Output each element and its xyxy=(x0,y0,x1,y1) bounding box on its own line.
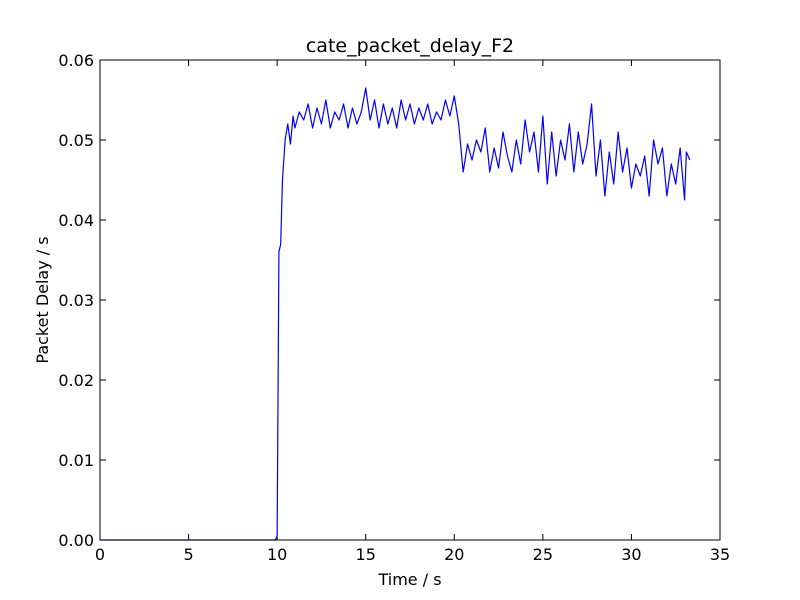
y-tick-label: 0.00 xyxy=(58,531,94,550)
y-tick-label: 0.04 xyxy=(58,211,94,230)
y-axis-label: Packet Delay / s xyxy=(33,236,52,363)
x-tick-label: 15 xyxy=(356,545,376,564)
data-line xyxy=(100,87,691,541)
x-axis-label: Time / s xyxy=(377,570,441,589)
plot-frame xyxy=(99,59,721,541)
y-tick-label: 0.02 xyxy=(58,371,94,390)
chart-title: cate_packet_delay_F2 xyxy=(306,35,514,57)
x-tick-label: 35 xyxy=(710,545,730,564)
x-tick-label: 10 xyxy=(267,545,287,564)
y-tick-label: 0.01 xyxy=(58,451,94,470)
y-tick-label: 0.03 xyxy=(58,291,94,310)
x-tick-label: 20 xyxy=(444,545,464,564)
x-tick-label: 30 xyxy=(621,545,641,564)
y-tick-label: 0.06 xyxy=(58,51,94,70)
x-tick-label: 5 xyxy=(183,545,193,564)
x-tick-label: 0 xyxy=(95,545,105,564)
y-tick-label: 0.05 xyxy=(58,131,94,150)
x-tick-label: 25 xyxy=(533,545,553,564)
